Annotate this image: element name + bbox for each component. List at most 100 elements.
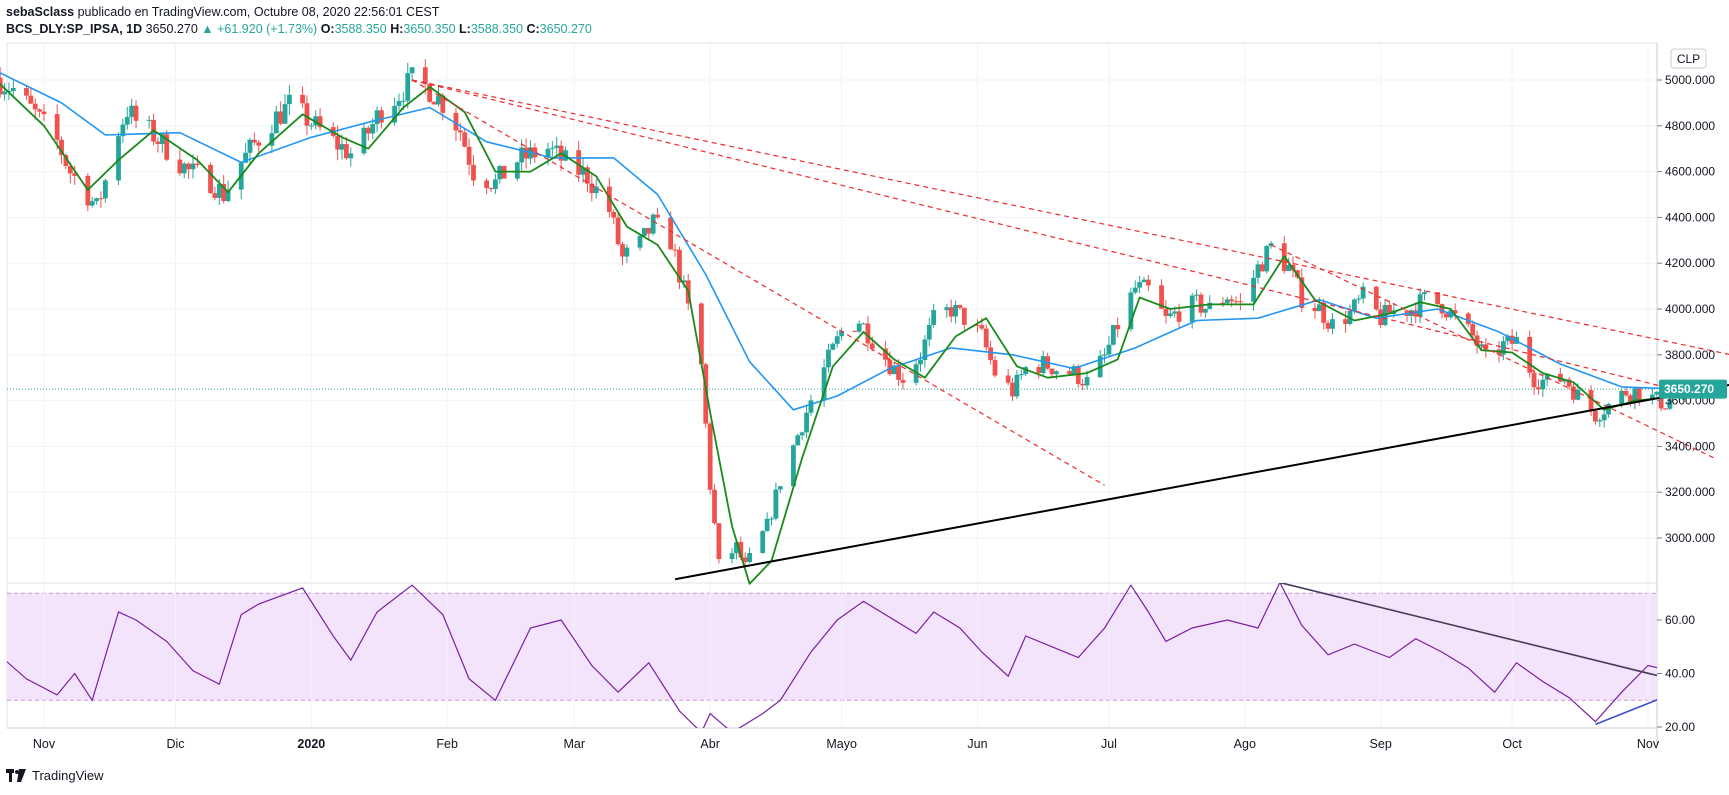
resistance-trendline-4 <box>1270 244 1714 459</box>
candle-up <box>247 139 253 153</box>
month-label: Jul <box>1101 737 1117 751</box>
candle-up <box>1224 299 1230 304</box>
candle-down <box>585 167 590 184</box>
candle-up <box>1479 344 1484 347</box>
candle-up <box>826 349 831 368</box>
price-axis[interactable]: 3000.0003200.0003400.0003600.0003800.000… <box>1657 73 1715 545</box>
candle-up <box>313 116 319 126</box>
price-tick-label: 4000.000 <box>1665 302 1715 316</box>
candle-up <box>269 133 275 146</box>
candle-up <box>624 247 630 257</box>
candle-up <box>361 127 367 154</box>
candle-down <box>948 307 954 317</box>
last-price: 3650.270 <box>145 22 198 36</box>
candle-up <box>1316 304 1322 312</box>
candle-up <box>1194 294 1200 296</box>
candle-down <box>1536 387 1541 390</box>
candle-down <box>738 542 744 558</box>
candle-down <box>1299 277 1305 308</box>
candle-up <box>400 100 406 102</box>
candle-up <box>1023 367 1029 375</box>
rsi-trendline-1 <box>1279 583 1657 677</box>
candle-down <box>1049 368 1055 375</box>
candle-down <box>869 343 875 349</box>
month-label: Oct <box>1502 737 1522 751</box>
symbol-label[interactable]: BCS_DLY:SP_IPSA, 1D <box>6 22 143 36</box>
candle-down <box>54 114 60 140</box>
candle-up <box>1132 287 1138 293</box>
rsi-band-fill <box>7 593 1657 701</box>
candle-up <box>554 145 560 148</box>
candle-up <box>1544 373 1550 380</box>
candle-up <box>642 227 647 236</box>
candle-down <box>335 135 341 150</box>
candle-up <box>120 124 126 137</box>
low-value: 3588.350 <box>470 22 523 36</box>
month-label: Sep <box>1370 737 1392 751</box>
candle-up <box>2 91 7 95</box>
candle-down <box>1636 388 1642 400</box>
candle-up <box>953 305 958 317</box>
candle-down <box>1312 307 1318 312</box>
month-label: Jun <box>967 737 987 751</box>
candle-up <box>497 165 503 180</box>
candle-up <box>734 542 739 554</box>
candle-up <box>519 147 525 163</box>
tradingview-logo-icon[interactable] <box>6 769 26 782</box>
currency-badge[interactable]: CLP <box>1670 48 1707 69</box>
candle-down <box>155 141 161 144</box>
candle-down <box>1005 375 1011 383</box>
candle-down <box>317 116 323 128</box>
candle-down <box>1413 310 1419 317</box>
candle-down <box>164 134 170 160</box>
candle-down <box>887 359 893 375</box>
author-name[interactable]: sebaSclass <box>6 5 75 19</box>
candle-down <box>453 112 459 131</box>
candle-up <box>1014 374 1020 397</box>
candle-down <box>852 330 858 332</box>
candle-down <box>1387 304 1392 315</box>
candle-down <box>1036 367 1042 374</box>
candle-down <box>1465 313 1471 325</box>
candle-down <box>1474 335 1480 347</box>
candle-up <box>1649 394 1655 400</box>
candle-down <box>896 365 901 380</box>
candle-down <box>1435 292 1441 305</box>
candle-up <box>409 67 415 74</box>
candle-down <box>1159 285 1164 309</box>
candle-down <box>698 303 704 365</box>
candle-down <box>221 183 227 202</box>
rsi-line <box>7 583 1657 728</box>
candle-up <box>549 147 555 149</box>
candle-up <box>124 116 130 125</box>
open-label: O: <box>320 22 335 36</box>
candle-down <box>1470 324 1476 336</box>
candle-down <box>1531 372 1537 388</box>
time-axis[interactable]: Nov Dic 2020 Feb Mar Abr Mayo Jun Jul Ago Sep Oct No… <box>33 737 1660 751</box>
candle-up <box>769 518 774 520</box>
candle-up <box>1330 319 1335 329</box>
candle-down <box>712 489 717 524</box>
candle-down <box>1663 408 1668 410</box>
candle-up <box>94 198 99 202</box>
candle-down <box>865 323 871 344</box>
candle-down <box>1509 335 1515 344</box>
close-label: C: <box>526 22 540 36</box>
candle-down <box>304 103 310 126</box>
trendlines[interactable] <box>411 79 1729 581</box>
candle-down <box>1452 310 1458 314</box>
last-price-badge: 3650.270 <box>1659 379 1727 399</box>
candle-up <box>1172 311 1178 314</box>
price-chart[interactable]: 3000.0003200.0003400.0003600.0003800.000… <box>0 0 1729 760</box>
candle-down <box>37 109 43 112</box>
candle-up <box>795 435 801 446</box>
candle-up <box>243 152 248 163</box>
candle-up <box>370 124 376 134</box>
candle-up <box>216 183 222 198</box>
brand-label[interactable]: TradingView <box>32 768 104 783</box>
candle-down <box>1343 319 1349 324</box>
candle-down <box>1075 366 1081 384</box>
candle-down <box>1238 301 1243 303</box>
candle-down <box>1233 301 1239 303</box>
candle-up <box>1167 313 1173 316</box>
